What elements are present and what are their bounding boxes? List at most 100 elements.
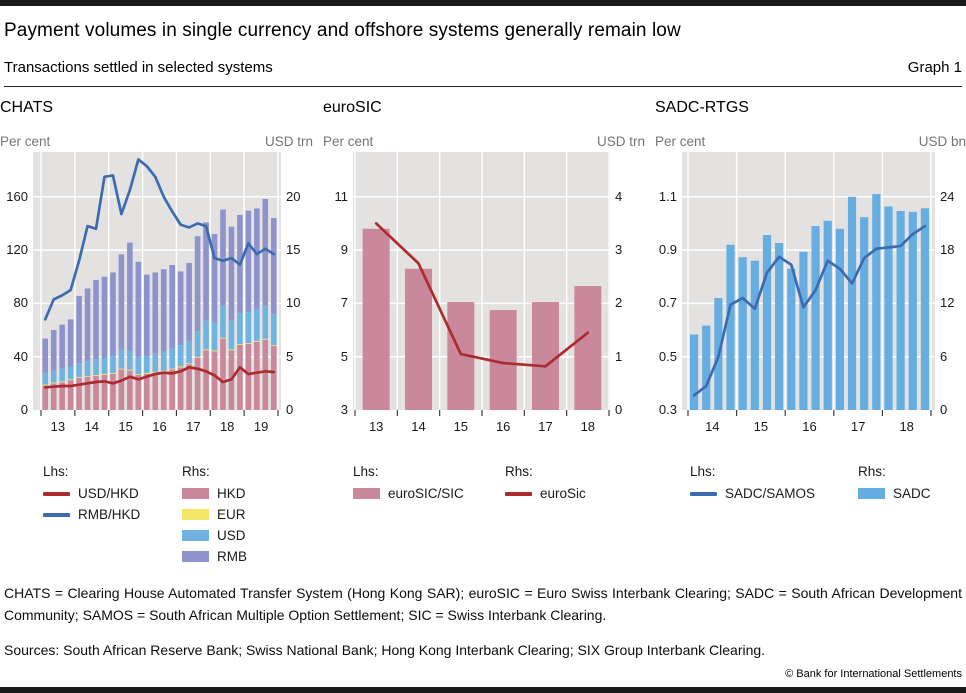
bar-segment-rmb — [228, 226, 235, 321]
bar-segment-hkd — [194, 357, 201, 410]
legend-rhs-column: Rhs: SADC — [858, 462, 931, 504]
bar-segment-hkd — [101, 374, 108, 410]
line-swatch-sadc-samos — [690, 491, 717, 496]
panel-title: CHATS — [0, 99, 54, 116]
bar-segment-usd — [254, 308, 260, 341]
line-swatch-rmb-hkd — [43, 512, 70, 517]
bar-segment-hkd — [144, 373, 150, 410]
left-axis-tick-label: 5 — [340, 348, 348, 364]
legend-item: euroSic — [505, 483, 586, 504]
left-axis-tick-label: 1.1 — [658, 188, 677, 204]
legend-item-label: USD — [217, 528, 246, 543]
bar-segment-sadc — [835, 228, 844, 410]
bar-segment-usd — [76, 363, 82, 378]
bar-segment-hkd — [67, 380, 74, 410]
bar-segment-hkd — [93, 375, 99, 410]
sadc-plot-area: 14 15 16 17 18 — [682, 152, 935, 434]
eurosic-legend: Lhs: euroSIC/SIC Rhs: euroSic — [323, 462, 645, 574]
x-axis-label: 16 — [802, 419, 816, 434]
chart-panels-row: CHATS Per cent USD trn 0 40 80 120 160 13 14 1… — [0, 98, 966, 574]
x-axis-label: 18 — [581, 419, 595, 434]
plot-row: 0 40 80 120 160 13 14 15 16 17 18 19 0 5 10 15 20 — [0, 152, 313, 436]
x-axis-label: 13 — [369, 419, 383, 434]
footnote-sources: Sources: South African Reserve Bank; Swi… — [4, 642, 766, 659]
bar-segment-eur — [127, 369, 133, 371]
bar-segment-rmb — [118, 254, 125, 350]
left-axis-tick-label: 3 — [340, 402, 348, 417]
bar-segment-sadc — [750, 260, 759, 410]
bar-segment-rmb — [110, 272, 116, 356]
bar-segment-eur — [152, 371, 159, 373]
bar-segment-hkd — [76, 378, 82, 410]
bar-segment-eur — [186, 363, 192, 365]
bar-segment-hkd — [84, 376, 91, 410]
legend-lhs-column: Lhs: USD/HKD RMB/HKD — [43, 462, 140, 525]
legend-rhs-column: Rhs: euroSic — [505, 462, 586, 504]
left-axis-tick-label: 9 — [340, 242, 348, 258]
legend-lhs-column: Lhs: SADC/SAMOS — [690, 462, 815, 504]
legend-lhs-column: Lhs: euroSIC/SIC — [353, 462, 464, 504]
bar-segment-usd — [93, 359, 99, 376]
bar-segment-hkd — [254, 341, 260, 410]
legend-item: euroSIC/SIC — [353, 483, 464, 504]
bar-segment-eurosic-sic — [405, 268, 432, 410]
bar-segment-usd — [50, 370, 57, 383]
bar-segment-rmb — [135, 261, 142, 357]
bar-segment-eur — [220, 337, 226, 339]
plot-background — [682, 152, 935, 410]
bar-segment-usd — [270, 314, 277, 346]
legend-rhs-header: Rhs: — [505, 464, 533, 479]
bar-segment-usd — [169, 348, 175, 369]
bar-segment-sadc — [762, 234, 772, 410]
panel-eurosic: euroSIC Per cent USD trn 3 5 7 9 11 13 14 15 16… — [323, 98, 645, 574]
bar-segment-usd — [237, 313, 243, 345]
page-title: Payment volumes in single currency and o… — [4, 20, 681, 41]
bar-segment-sadc — [884, 206, 893, 410]
legend-rhs-header: Rhs: — [858, 464, 886, 479]
bar-segment-rmb — [84, 288, 91, 362]
legend-lhs-header: Lhs: — [353, 464, 379, 479]
legend-item: SADC/SAMOS — [690, 483, 815, 504]
x-axis-label: 16 — [152, 419, 166, 434]
bar-segment-sadc — [872, 194, 881, 410]
chats-legend: Lhs: USD/HKD RMB/HKD Rhs: HKD EUR USD RMB — [0, 462, 313, 574]
legend-item: USD/HKD — [43, 483, 140, 504]
bar-segment-usd — [194, 331, 201, 357]
bar-segment-eur — [228, 349, 235, 351]
right-axis-tick-label: 0 — [286, 402, 294, 417]
x-axis-label: 15 — [118, 419, 132, 434]
left-axis-tick-label: 80 — [13, 295, 28, 311]
top-rule — [0, 0, 966, 6]
bar-segment-rmb — [270, 218, 277, 315]
right-axis-unit: USD trn — [596, 134, 645, 149]
bar-segment-usd — [127, 350, 133, 370]
bar-segment-hkd — [118, 369, 125, 410]
panel-title: SADC-RTGS — [655, 99, 749, 116]
bar-swatch-hkd — [182, 488, 209, 499]
bar-segment-usd — [220, 305, 226, 338]
right-axis-tick-label: 6 — [940, 348, 948, 364]
left-axis-tick-label: 160 — [6, 188, 28, 204]
bar-segment-sadc — [920, 208, 930, 410]
bar-segment-usd — [203, 320, 209, 350]
bar-segment-eur — [211, 350, 218, 352]
bar-segment-hkd — [42, 385, 49, 410]
bar-swatch-rmb — [182, 551, 209, 562]
legend-item: HKD — [182, 483, 247, 504]
x-axis-label: 17 — [538, 419, 552, 434]
bar-segment-rmb — [169, 265, 175, 349]
bar-segment-eur — [118, 368, 125, 370]
x-axis-label: 17 — [851, 419, 865, 434]
bar-segment-rmb — [42, 338, 49, 373]
right-axis-labels: 0 5 10 15 20 — [281, 152, 313, 436]
bar-segment-rmb — [152, 272, 159, 354]
chats-plot-area: 13 14 15 16 17 18 19 — [33, 152, 281, 434]
left-axis-tick-label: 120 — [6, 242, 28, 258]
legend-item: USD — [182, 525, 247, 546]
left-axis-labels: 3 5 7 9 11 — [323, 152, 353, 436]
bar-segment-hkd — [237, 344, 243, 410]
bar-swatch-eurosic-sic — [353, 488, 380, 499]
x-axis-label: 13 — [51, 419, 65, 434]
bar-segment-sadc — [799, 251, 808, 410]
right-axis-tick-label: 15 — [286, 242, 301, 258]
